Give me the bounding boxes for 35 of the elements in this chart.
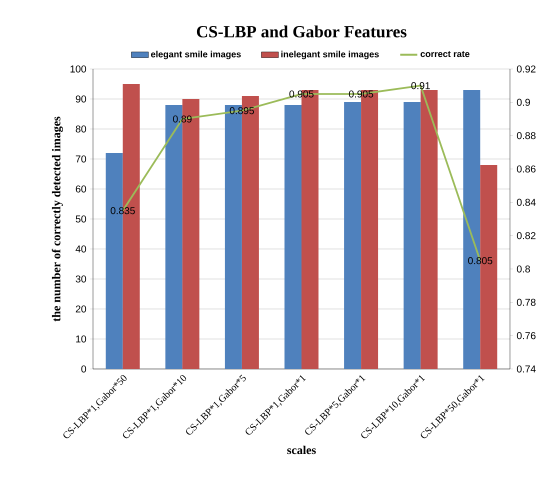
legend-label: elegant smile images bbox=[151, 50, 241, 60]
chart-title: CS-LBP and Gabor Features bbox=[196, 25, 406, 38]
data-label: 0.905 bbox=[289, 90, 314, 98]
legend-label: correct rate bbox=[420, 51, 470, 58]
y-tick-label: 90 bbox=[76, 95, 86, 103]
y-tick-label: 20 bbox=[76, 305, 86, 313]
y2-tick-label: 0.92 bbox=[516, 65, 536, 73]
data-label: 0.895 bbox=[230, 107, 254, 114]
bar bbox=[420, 90, 438, 369]
x-axis-title: scales bbox=[287, 446, 316, 454]
y-tick-label: 70 bbox=[76, 155, 86, 163]
y2-tick-label: 0.82 bbox=[516, 232, 536, 240]
data-label: 0.835 bbox=[110, 207, 135, 214]
y2-tick-label: 0.76 bbox=[516, 332, 536, 340]
y-tick-label: 40 bbox=[76, 245, 86, 253]
y-tick-label: 80 bbox=[76, 125, 86, 133]
y2-tick-label: 0.88 bbox=[516, 132, 536, 140]
y-tick-label: 10 bbox=[76, 335, 86, 343]
y-tick-label: 0 bbox=[81, 365, 86, 373]
y2-tick-label: 0.78 bbox=[516, 298, 536, 306]
bar bbox=[404, 102, 421, 369]
y2-tick-label: 0.8 bbox=[516, 265, 530, 273]
y2-tick-label: 0.86 bbox=[516, 165, 536, 173]
data-label: 0.91 bbox=[411, 82, 430, 90]
y2-tick-label: 0.9 bbox=[516, 98, 530, 106]
y2-tick-label: 0.84 bbox=[516, 198, 536, 206]
y-tick-label: 60 bbox=[76, 185, 86, 193]
y-tick-label: 30 bbox=[76, 275, 86, 283]
y-tick-label: 50 bbox=[76, 215, 86, 223]
bar bbox=[344, 102, 362, 369]
legend-label: inelegant smile images bbox=[281, 50, 379, 60]
y2-tick-label: 0.74 bbox=[516, 365, 536, 373]
y-axis-title: the number of correctly detected images bbox=[52, 116, 63, 322]
y-tick-label: 100 bbox=[70, 65, 86, 73]
bar bbox=[284, 105, 302, 369]
